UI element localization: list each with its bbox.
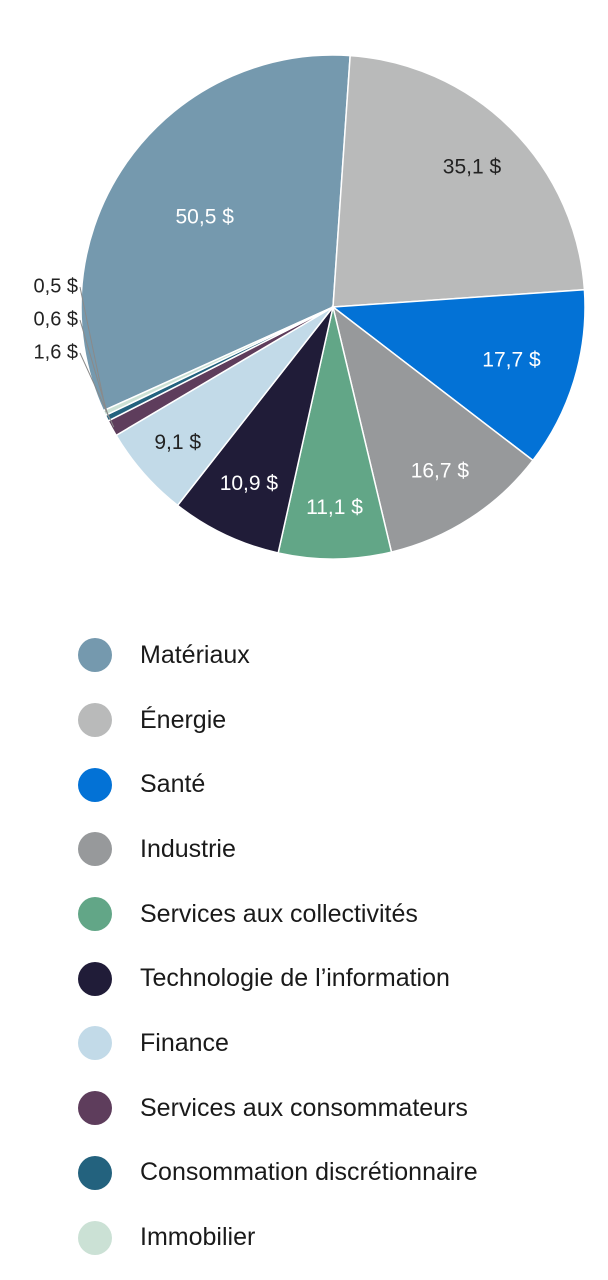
pie-chart: 50,5 $ 35,1 $ 17,7 $ 16,7 $ 11,1 $ 10,9 $ 9,1 … xyxy=(34,54,586,560)
pie-slice xyxy=(176,306,334,554)
legend-label: Énergie xyxy=(140,705,227,734)
pie-slices xyxy=(80,54,586,560)
legend-item: Santé xyxy=(78,752,598,817)
legend-label: Finance xyxy=(140,1028,229,1057)
slice-value-label: 0,6 $ xyxy=(34,308,78,330)
legend-item: Technologie de l’information xyxy=(78,946,598,1011)
leader-lines xyxy=(79,286,115,428)
legend-label: Santé xyxy=(140,770,206,799)
legend-item: Consommation discrétionnaire xyxy=(78,1141,598,1206)
legend-label: Services aux collectivités xyxy=(140,899,418,928)
slice-value-label: 16,7 $ xyxy=(411,459,470,482)
slice-value-label: 0,5 $ xyxy=(34,275,78,297)
legend-swatch xyxy=(78,1220,112,1255)
legend-swatch xyxy=(78,1155,112,1190)
legend-item: Énergie xyxy=(78,688,598,753)
legend-item: Matériaux xyxy=(78,623,598,688)
legend-swatch xyxy=(78,961,112,996)
slice-labels: 50,5 $ 35,1 $ 17,7 $ 16,7 $ 11,1 $ 10,9 $ 9,1 … xyxy=(34,156,541,520)
pie-slice xyxy=(332,54,586,308)
legend: Matériaux Énergie Santé Industrie Services a… xyxy=(78,623,598,1270)
legend-label: Technologie de l’information xyxy=(140,964,450,993)
slice-value-label: 50,5 $ xyxy=(176,205,235,228)
pie-slice xyxy=(80,54,351,412)
legend-swatch xyxy=(78,832,112,867)
legend-label: Industrie xyxy=(140,834,236,863)
legend-swatch xyxy=(78,897,112,932)
pie-slice xyxy=(330,288,586,462)
slice-value-label: 9,1 $ xyxy=(154,431,201,454)
slice-value-label: 1,6 $ xyxy=(34,341,78,363)
legend-item: Finance xyxy=(78,1011,598,1076)
slice-value-label: 10,9 $ xyxy=(220,472,279,495)
legend-label: Matériaux xyxy=(140,640,250,669)
pie-slice xyxy=(331,305,534,554)
legend-item: Industrie xyxy=(78,817,598,882)
leader-line xyxy=(79,286,107,413)
legend-item: Services aux consommateurs xyxy=(78,1076,598,1141)
legend-swatch xyxy=(78,1091,112,1126)
legend-item: Immobilier xyxy=(78,1205,598,1270)
legend-label: Immobilier xyxy=(140,1223,256,1252)
legend-swatch xyxy=(78,703,112,738)
slice-value-label: 17,7 $ xyxy=(482,348,541,371)
legend-label: Consommation discrétionnaire xyxy=(140,1158,478,1187)
pie-slice xyxy=(102,306,334,417)
slice-value-label: 11,1 $ xyxy=(306,496,363,519)
legend-label: Services aux consommateurs xyxy=(140,1093,468,1122)
slice-value-label: 35,1 $ xyxy=(443,156,502,179)
legend-item: Services aux collectivités xyxy=(78,882,598,947)
pie-slice xyxy=(277,306,393,560)
legend-swatch xyxy=(78,638,112,673)
legend-swatch xyxy=(78,1026,112,1061)
legend-swatch xyxy=(78,767,112,802)
